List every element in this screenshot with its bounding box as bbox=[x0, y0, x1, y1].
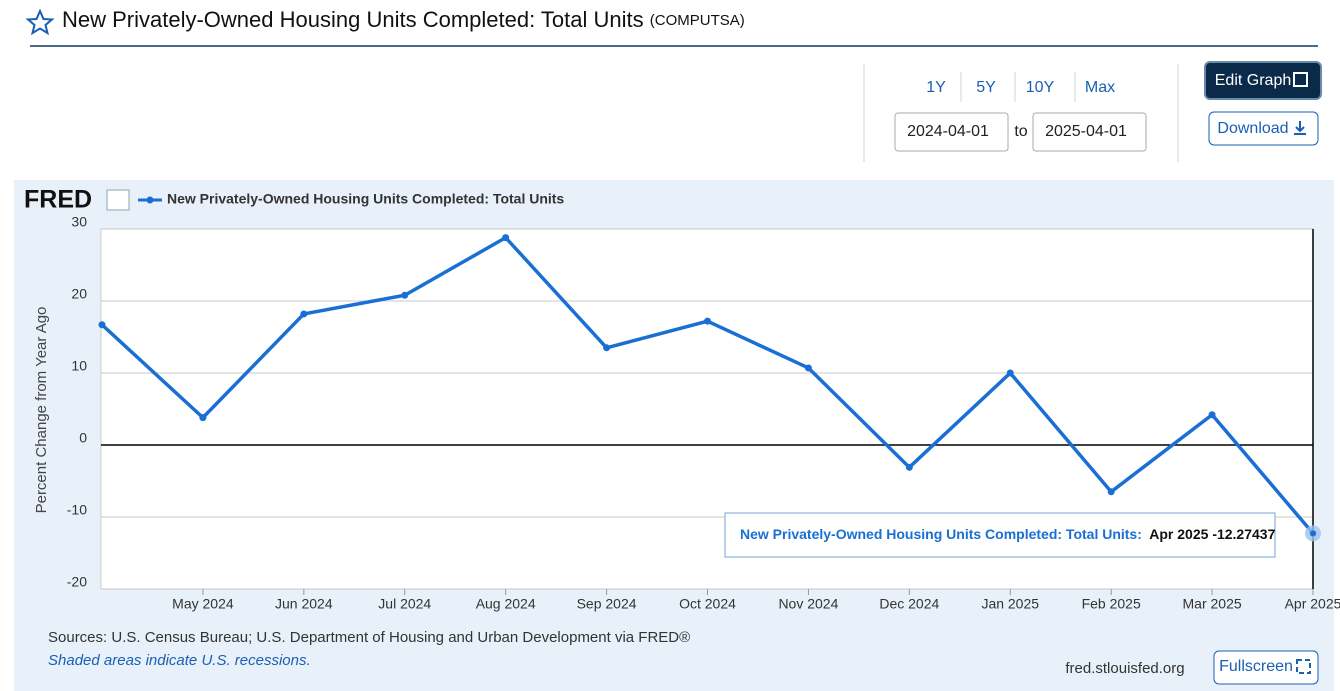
data-point bbox=[1209, 411, 1216, 418]
x-tick-label: Jun 2024 bbox=[275, 596, 333, 612]
data-point bbox=[906, 464, 913, 471]
range-button[interactable]: 5Y bbox=[976, 79, 996, 96]
data-point bbox=[300, 310, 307, 317]
range-button[interactable]: 1Y bbox=[926, 79, 946, 96]
range-button[interactable]: 10Y bbox=[1026, 79, 1055, 96]
download-label: Download bbox=[1217, 120, 1288, 137]
legend-marker bbox=[147, 197, 154, 204]
tooltip-value: -12.27437 bbox=[1212, 526, 1275, 542]
x-tick-label: Feb 2025 bbox=[1082, 596, 1141, 612]
x-tick-label: Sep 2024 bbox=[577, 596, 637, 612]
legend-label: New Privately-Owned Housing Units Comple… bbox=[167, 191, 564, 207]
x-tick-label: Jul 2024 bbox=[378, 596, 431, 612]
data-point bbox=[502, 234, 509, 241]
x-tick-label: May 2024 bbox=[172, 596, 234, 612]
data-point bbox=[199, 414, 206, 421]
y-tick-label: 30 bbox=[71, 214, 87, 230]
y-tick-label: -20 bbox=[67, 574, 87, 590]
x-tick-label: Nov 2024 bbox=[778, 596, 838, 612]
data-point bbox=[1007, 370, 1014, 377]
y-tick-label: -10 bbox=[67, 502, 87, 518]
sources: Sources: U.S. Census Bureau; U.S. Depart… bbox=[48, 629, 690, 646]
edit-label: Edit Graph bbox=[1215, 72, 1291, 89]
data-point bbox=[1108, 488, 1115, 495]
x-tick-label: Apr 2025 bbox=[1285, 596, 1340, 612]
x-tick-label: Aug 2024 bbox=[476, 596, 536, 612]
series-code: (COMPUTSA) bbox=[650, 12, 745, 29]
range-button[interactable]: Max bbox=[1085, 79, 1115, 96]
star-icon[interactable] bbox=[28, 11, 52, 33]
page-title: New Privately-Owned Housing Units Comple… bbox=[62, 7, 745, 32]
data-point bbox=[603, 344, 610, 351]
end-date: 2025-04-01 bbox=[1045, 123, 1127, 140]
tooltip-text: New Privately-Owned Housing Units Comple… bbox=[740, 526, 1276, 542]
hover-dot bbox=[1310, 530, 1316, 536]
fred-logo: FRED bbox=[24, 186, 92, 214]
x-tick-label: Mar 2025 bbox=[1183, 596, 1242, 612]
data-point bbox=[704, 318, 711, 325]
fullscreen-label: Fullscreen bbox=[1219, 658, 1293, 675]
data-point bbox=[99, 321, 106, 328]
tooltip-date: Apr 2025 bbox=[1149, 526, 1208, 542]
x-tick-label: Jan 2025 bbox=[981, 596, 1039, 612]
chart-icon bbox=[107, 190, 129, 210]
site: fred.stlouisfed.org bbox=[1065, 660, 1184, 677]
title-text: New Privately-Owned Housing Units Comple… bbox=[62, 7, 644, 32]
to-label: to bbox=[1014, 123, 1027, 140]
y-tick-label: 10 bbox=[71, 358, 87, 374]
x-tick-label: Dec 2024 bbox=[879, 596, 939, 612]
data-point bbox=[401, 292, 408, 299]
recession-note[interactable]: Shaded areas indicate U.S. recessions. bbox=[48, 652, 311, 669]
tooltip-label: New Privately-Owned Housing Units Comple… bbox=[740, 526, 1142, 542]
y-tick-label: 0 bbox=[79, 430, 87, 446]
x-tick-label: Oct 2024 bbox=[679, 596, 736, 612]
y-axis-label: Percent Change from Year Ago bbox=[33, 307, 50, 514]
y-tick-label: 20 bbox=[71, 286, 87, 302]
start-date: 2024-04-01 bbox=[907, 123, 989, 140]
data-point bbox=[805, 364, 812, 371]
